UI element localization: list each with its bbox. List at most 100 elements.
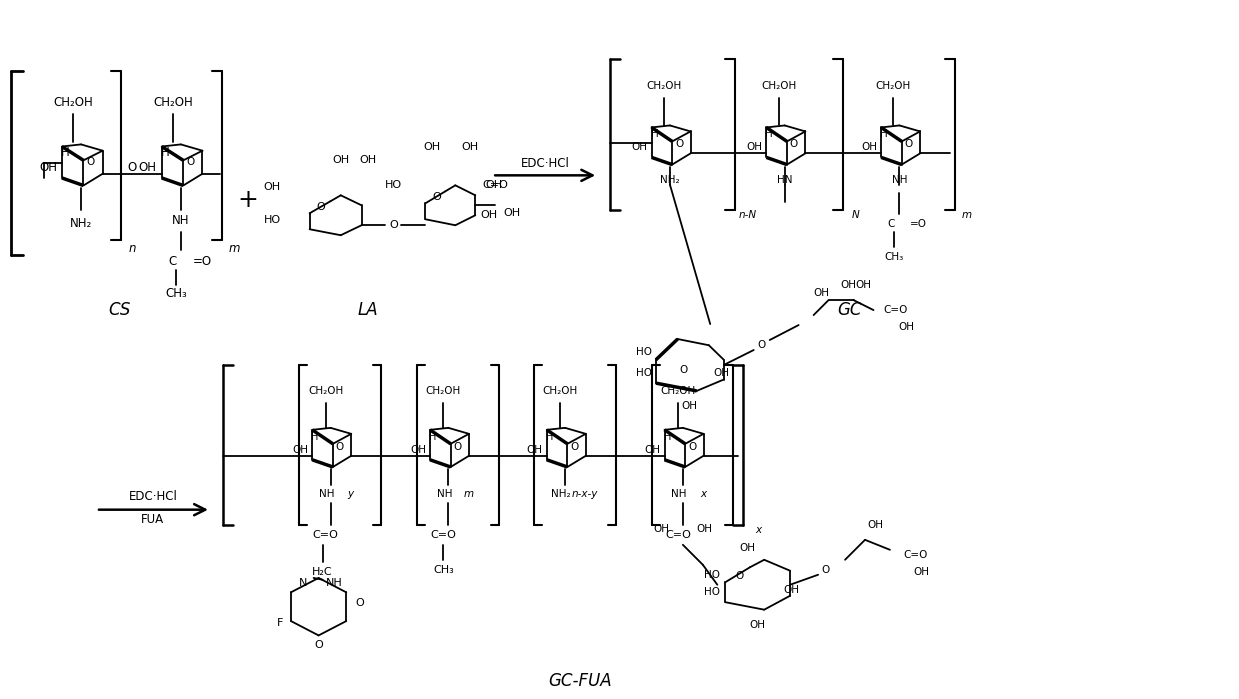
- Text: n-N: n-N: [738, 210, 757, 220]
- Text: O: O: [432, 192, 441, 202]
- Text: O: O: [356, 598, 364, 609]
- Text: NH₂: NH₂: [69, 217, 92, 230]
- Text: OH: OH: [740, 543, 756, 553]
- Text: OH: OH: [632, 143, 648, 152]
- Text: OH: OH: [481, 210, 497, 220]
- Text: CH₂OH: CH₂OH: [660, 386, 695, 396]
- Text: C=O: C=O: [883, 305, 908, 315]
- Text: C=O: C=O: [665, 530, 691, 540]
- Text: n-x-y: n-x-y: [572, 489, 598, 499]
- Text: m: m: [961, 210, 973, 220]
- Text: =O: =O: [909, 219, 927, 229]
- Text: O: O: [389, 220, 398, 230]
- Text: EDC·HCl: EDC·HCl: [129, 490, 177, 503]
- Text: OH: OH: [292, 445, 309, 455]
- Text: OH: OH: [898, 322, 914, 332]
- Text: H₂C: H₂C: [312, 567, 333, 577]
- Text: GC: GC: [838, 301, 862, 319]
- Text: NH₂: NH₂: [551, 489, 571, 499]
- Text: C=O: C=O: [312, 530, 338, 540]
- Text: O: O: [679, 365, 688, 375]
- Text: n: n: [129, 242, 136, 255]
- Text: O: O: [821, 565, 829, 575]
- Text: CH₂OH: CH₂OH: [53, 96, 93, 109]
- Text: LA: LA: [357, 301, 378, 319]
- Text: O: O: [904, 139, 913, 149]
- Text: OH: OH: [486, 180, 502, 190]
- Text: CH₂OH: CH₂OH: [543, 386, 577, 396]
- Text: O: O: [757, 340, 766, 350]
- Text: OH: OH: [840, 280, 856, 290]
- Text: H: H: [61, 146, 69, 159]
- Text: C: C: [888, 219, 895, 229]
- Text: OH: OH: [332, 155, 349, 166]
- Text: OH: OH: [784, 585, 799, 595]
- Text: N: N: [851, 210, 859, 220]
- Text: F: F: [278, 618, 284, 628]
- Text: OH: OH: [714, 368, 730, 377]
- Text: OH: OH: [462, 143, 478, 152]
- Text: CH₃: CH₃: [885, 252, 904, 262]
- Text: NH: NH: [672, 489, 686, 499]
- Text: x: x: [700, 489, 706, 499]
- Text: OH: OH: [750, 619, 766, 630]
- Text: CH₂OH: CH₂OH: [309, 386, 343, 396]
- Text: OH: OH: [867, 520, 883, 530]
- Text: H: H: [880, 129, 888, 139]
- Text: OH: OH: [38, 161, 57, 174]
- Text: H: H: [546, 431, 553, 442]
- Text: CH₂OH: CH₂OH: [152, 96, 193, 109]
- Text: OH: OH: [814, 288, 830, 298]
- Text: CH₂OH: CH₂OH: [876, 80, 911, 91]
- Text: NH: NH: [436, 489, 452, 499]
- Text: H: H: [161, 146, 170, 159]
- Text: +: +: [238, 188, 258, 212]
- Text: O: O: [315, 640, 323, 650]
- Text: OH: OH: [264, 182, 281, 192]
- Text: NH: NH: [172, 214, 190, 227]
- Text: CH₂OH: CH₂OH: [647, 80, 681, 91]
- Text: O: O: [789, 139, 798, 149]
- Text: O: O: [186, 157, 195, 167]
- Text: CH₃: CH₃: [165, 287, 187, 300]
- Text: NH: NH: [892, 175, 907, 185]
- Text: OH: OH: [139, 161, 156, 174]
- Text: HO: HO: [636, 368, 652, 377]
- Text: O: O: [688, 442, 696, 452]
- Text: =O: =O: [193, 255, 212, 268]
- Text: OH: OH: [913, 567, 929, 577]
- Text: H: H: [311, 431, 318, 442]
- Text: C: C: [169, 255, 177, 268]
- Text: OH: OH: [503, 208, 520, 218]
- Text: O: O: [675, 139, 683, 149]
- Text: O: O: [128, 161, 136, 174]
- Text: OH: OH: [424, 143, 441, 152]
- Text: OH: OH: [410, 445, 426, 455]
- Text: HO: HO: [704, 570, 720, 579]
- Text: O: O: [87, 157, 94, 167]
- Text: OH: OH: [644, 445, 660, 455]
- Text: NH: NH: [326, 578, 343, 588]
- Text: HO: HO: [704, 587, 720, 597]
- Text: HN: HN: [777, 175, 793, 185]
- Text: N: N: [299, 578, 307, 588]
- Text: OH: OH: [653, 524, 669, 534]
- Text: OH: OH: [681, 401, 698, 411]
- Text: H: H: [650, 129, 658, 139]
- Text: CS: CS: [108, 301, 130, 319]
- Text: OH: OH: [359, 155, 377, 166]
- Text: H: H: [664, 431, 672, 442]
- Text: OH: OH: [696, 524, 712, 534]
- Text: x: x: [756, 525, 762, 535]
- Text: CH₃: CH₃: [432, 565, 453, 575]
- Text: m: m: [229, 242, 240, 255]
- Text: HO: HO: [636, 347, 652, 357]
- Text: m: m: [463, 489, 473, 499]
- Text: HO: HO: [264, 215, 281, 225]
- Text: CH₂OH: CH₂OH: [761, 80, 797, 91]
- Text: CH₂OH: CH₂OH: [426, 386, 461, 396]
- Text: OH: OH: [746, 143, 762, 152]
- Text: O: O: [736, 571, 743, 581]
- Text: O: O: [453, 442, 462, 452]
- Text: H: H: [766, 129, 773, 139]
